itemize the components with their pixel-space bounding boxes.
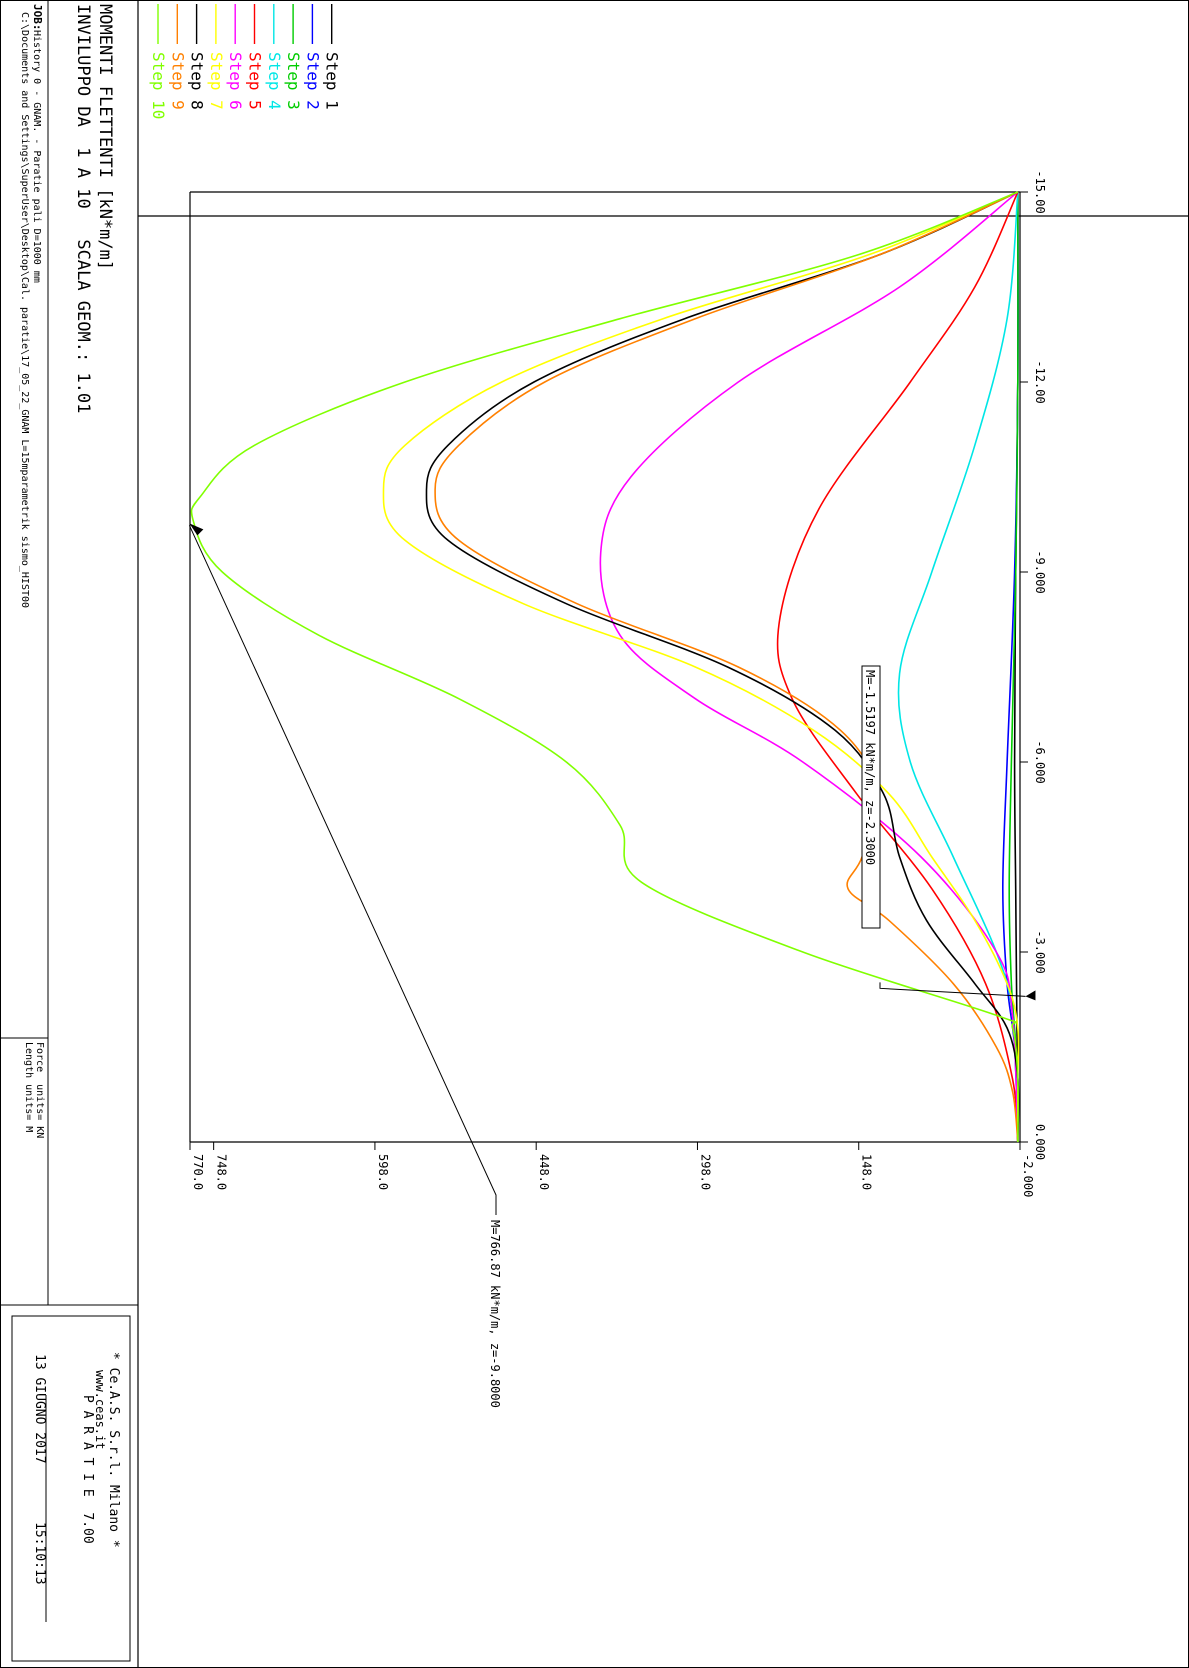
series-line-step-9 [434, 191, 1019, 1143]
moment-tick-label: 298.0 [698, 1154, 712, 1190]
series-line-step-5 [776, 191, 1019, 1143]
min-annotation-leader [879, 982, 1026, 997]
moment-tick-label: -2.000 [1021, 1154, 1035, 1197]
z-tick-label: -6.000 [1033, 740, 1047, 783]
series-line-step-6 [599, 191, 1019, 1143]
max-annotation-leader [188, 525, 497, 1215]
legend-label-step-3: Step 3 [284, 52, 303, 110]
series-line-step-4 [897, 191, 1019, 1143]
series-line-step-8 [425, 191, 1020, 1143]
history-line: History 0 - GNAM. - Paratie pali D=1000 … [31, 30, 42, 283]
z-tick-label: -12.00 [1033, 360, 1047, 403]
max-annotation-arrow [189, 523, 204, 536]
legend-label-step-1: Step 1 [323, 52, 342, 110]
moment-tick-label: 598.0 [376, 1154, 390, 1190]
software-name: P A R A T I E 7.00 [80, 1395, 95, 1544]
series-line-step-7 [382, 191, 1020, 1142]
z-tick-label: -9.000 [1033, 550, 1047, 593]
legend-label-step-5: Step 5 [246, 52, 265, 110]
print-date: 13 GIUGNO 2017 [32, 1354, 47, 1464]
z-tick-label: -3.000 [1033, 930, 1047, 973]
print-time: 15:10:13 [32, 1522, 47, 1585]
min-annotation-box [861, 665, 881, 929]
moment-envelope-plot: -15.00 -12.00 -9.000 -6.000 -3.000 0.000-2.00… [188, 170, 1047, 1408]
z-tick-label: -15.00 [1033, 170, 1047, 213]
chart-title: MOMENTI FLETTENTI [kN*m/m] [95, 4, 115, 270]
job-label: JOB: [31, 4, 44, 31]
legend-label-step-4: Step 4 [265, 52, 284, 110]
legend-label-step-7: Step 7 [207, 52, 226, 110]
company-box [11, 1315, 131, 1662]
moment-tick-label: 448.0 [537, 1154, 551, 1190]
length-units: Length units= M [23, 1042, 34, 1132]
series-line-step-10 [190, 191, 1019, 1143]
moment-tick-label: 148.0 [860, 1154, 874, 1190]
legend-label-step-6: Step 6 [226, 52, 245, 110]
z-tick-label: 0.000 [1033, 1124, 1047, 1160]
moment-tick-label: 770.0 [191, 1154, 205, 1190]
min-annotation-arrow [1025, 990, 1036, 1001]
moment-tick-label: 748.0 [215, 1154, 229, 1190]
max-annotation-label: M=766.87 kN*m/m, z=-9.8000 [488, 1220, 502, 1408]
legend-label-step-9: Step 9 [168, 52, 187, 110]
legend-label-step-2: Step 2 [303, 52, 322, 110]
chart-subtitle: INVILUPPO DA 1 A 10 SCALA GEOM.: 1.01 [73, 4, 93, 413]
company-website: www.ceas.it [93, 1370, 107, 1449]
legend-label-step-10: Step 10 [149, 52, 168, 119]
file-path-line: C:\Documents and Settings\SuperUser\Desk… [19, 12, 30, 608]
legend-label-step-8: Step 8 [188, 52, 207, 110]
company-name: * Ce.A.S. S.r.l. Milano * [106, 1352, 121, 1548]
force-units: Force units= KN [34, 1042, 45, 1138]
min-annotation-label: M=-1.5197 kN*m/m, z=-2.3000 [863, 670, 877, 865]
